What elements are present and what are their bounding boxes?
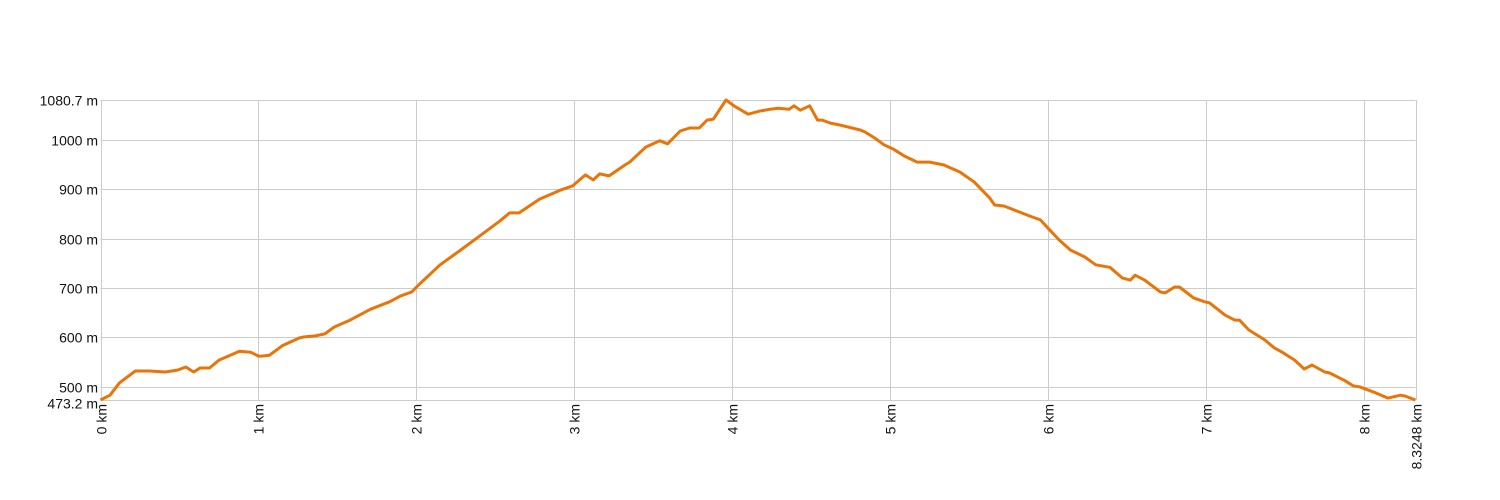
grid bbox=[100, 100, 1417, 401]
y-tick-label: 473.2 m bbox=[47, 396, 98, 412]
x-tick-label: 8.3248 km bbox=[1409, 404, 1425, 469]
elevation-line bbox=[99, 98, 1417, 402]
y-tick-label: 700 m bbox=[59, 281, 98, 297]
x-tick-label: 7 km bbox=[1199, 404, 1215, 434]
y-tick-label: 600 m bbox=[59, 330, 98, 346]
y-tick-label: 1080.7 m bbox=[40, 93, 98, 109]
y-tick-label: 1000 m bbox=[51, 133, 98, 149]
y-tick-label: 900 m bbox=[59, 182, 98, 198]
x-tick-label: 2 km bbox=[409, 404, 425, 434]
x-tick-label: 1 km bbox=[251, 404, 267, 434]
y-tick-label: 500 m bbox=[59, 380, 98, 396]
x-tick-label: 6 km bbox=[1041, 404, 1057, 434]
x-tick-label: 8 km bbox=[1357, 404, 1373, 434]
x-axis-tick-labels: 0 km 1 km 2 km 3 km 4 km 5 km 6 km 7 km 8 km 8.32… bbox=[94, 404, 1425, 469]
x-tick-label: 4 km bbox=[725, 404, 741, 434]
x-tick-label: 5 km bbox=[883, 404, 899, 434]
x-tick-label: 3 km bbox=[567, 404, 583, 434]
x-tick-label: 0 km bbox=[94, 404, 110, 434]
y-tick-label: 800 m bbox=[59, 232, 98, 248]
